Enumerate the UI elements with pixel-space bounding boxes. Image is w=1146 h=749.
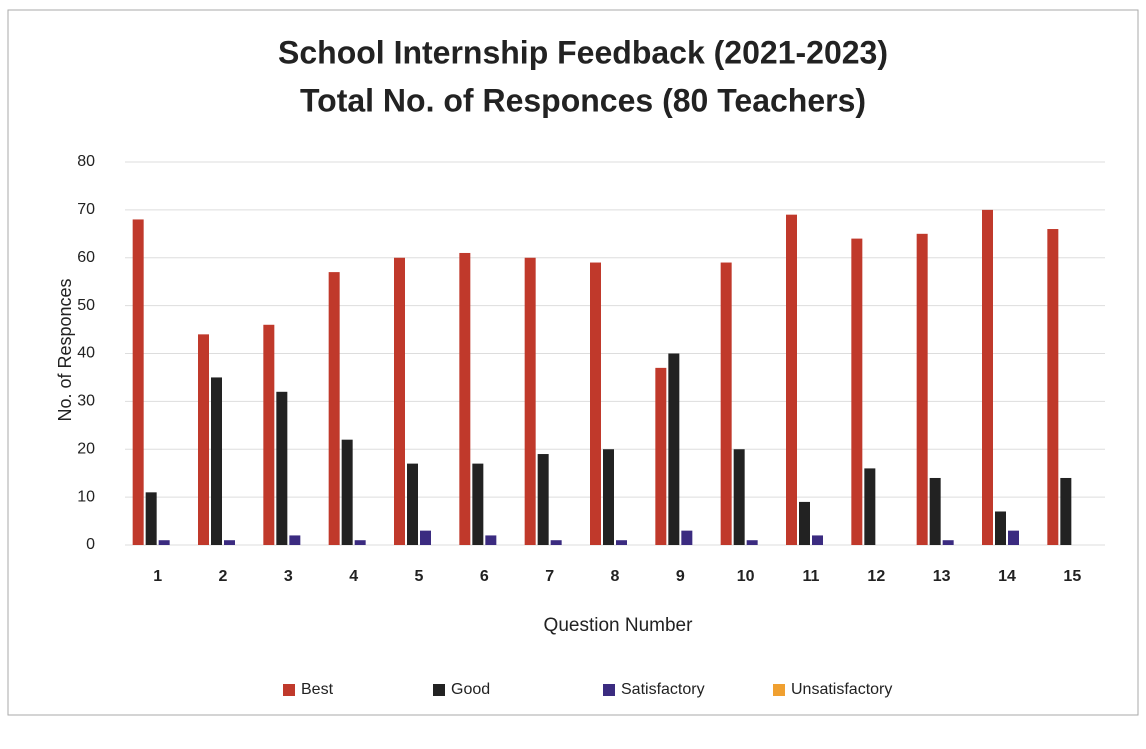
x-tick-label: 13 (933, 568, 951, 585)
bar (616, 540, 627, 545)
y-tick-label: 10 (77, 488, 95, 505)
bar (158, 540, 170, 545)
bar (746, 540, 758, 545)
bar (420, 530, 431, 545)
bar (851, 238, 863, 545)
x-tick-label: 4 (349, 568, 358, 585)
y-tick-label: 70 (77, 201, 95, 218)
x-tick-label: 6 (480, 568, 489, 585)
legend-swatch (433, 684, 445, 696)
y-tick-label: 30 (77, 393, 95, 410)
bar (407, 463, 418, 545)
y-tick-label: 60 (77, 249, 95, 266)
bar (590, 262, 601, 545)
x-tick-label: 3 (284, 568, 293, 585)
x-tick-label: 2 (219, 568, 228, 585)
bar (982, 209, 993, 545)
bar (289, 535, 301, 545)
bar (394, 257, 405, 545)
bar (550, 540, 562, 545)
x-tick-label: 1 (153, 568, 162, 585)
y-tick-label: 20 (77, 440, 95, 457)
legend-swatch (603, 684, 615, 696)
y-tick-label: 80 (77, 153, 95, 170)
bar (354, 540, 366, 545)
bar (341, 439, 353, 545)
bar (1060, 477, 1072, 545)
bar (603, 449, 614, 545)
bar (132, 219, 144, 545)
y-tick-label: 40 (77, 345, 95, 362)
x-tick-label: 12 (867, 568, 885, 585)
bar (459, 252, 471, 545)
bar (263, 324, 275, 545)
bar (276, 391, 288, 545)
x-tick-label: 14 (998, 568, 1016, 585)
bar (224, 540, 235, 545)
x-tick-label: 11 (803, 568, 820, 585)
bar (1008, 530, 1019, 545)
x-axis-label: Question Number (544, 615, 694, 636)
y-tick-label: 50 (77, 297, 95, 314)
x-tick-label: 5 (415, 568, 424, 585)
legend-swatch (283, 684, 295, 696)
bar (485, 535, 497, 545)
bar (864, 468, 876, 545)
x-tick-label: 15 (1063, 568, 1081, 585)
bar (681, 530, 693, 545)
x-tick-label: 10 (737, 568, 755, 585)
bar (812, 535, 823, 545)
bar (733, 449, 745, 545)
bar (145, 492, 157, 545)
bar (668, 353, 680, 545)
x-tick-label: 8 (611, 568, 620, 585)
bar (916, 233, 928, 545)
legend-label: Satisfactory (621, 681, 705, 698)
bar (537, 454, 549, 545)
bar (720, 262, 732, 545)
bar (524, 257, 536, 545)
bar (929, 477, 941, 545)
legend-swatch (773, 684, 785, 696)
bar (942, 540, 954, 545)
bar (328, 272, 340, 545)
legend-label: Best (301, 681, 334, 698)
bar (786, 214, 797, 545)
bar (1047, 229, 1059, 545)
bar (799, 501, 810, 545)
bar (198, 334, 209, 545)
x-tick-label: 9 (676, 568, 685, 585)
x-tick-label: 7 (545, 568, 554, 585)
bar (211, 377, 222, 545)
chart-title: School Internship Feedback (2021-2023) (278, 34, 888, 70)
legend-label: Good (451, 681, 490, 698)
y-tick-label: 0 (86, 536, 95, 553)
bar (995, 511, 1006, 545)
legend-label: Unsatisfactory (791, 681, 892, 698)
y-axis-label: No. of Responces (55, 278, 75, 421)
bar (472, 463, 484, 545)
chart-frame (7, 9, 1139, 716)
bar (655, 367, 667, 545)
chart-subtitle: Total No. of Responces (80 Teachers) (300, 82, 866, 118)
